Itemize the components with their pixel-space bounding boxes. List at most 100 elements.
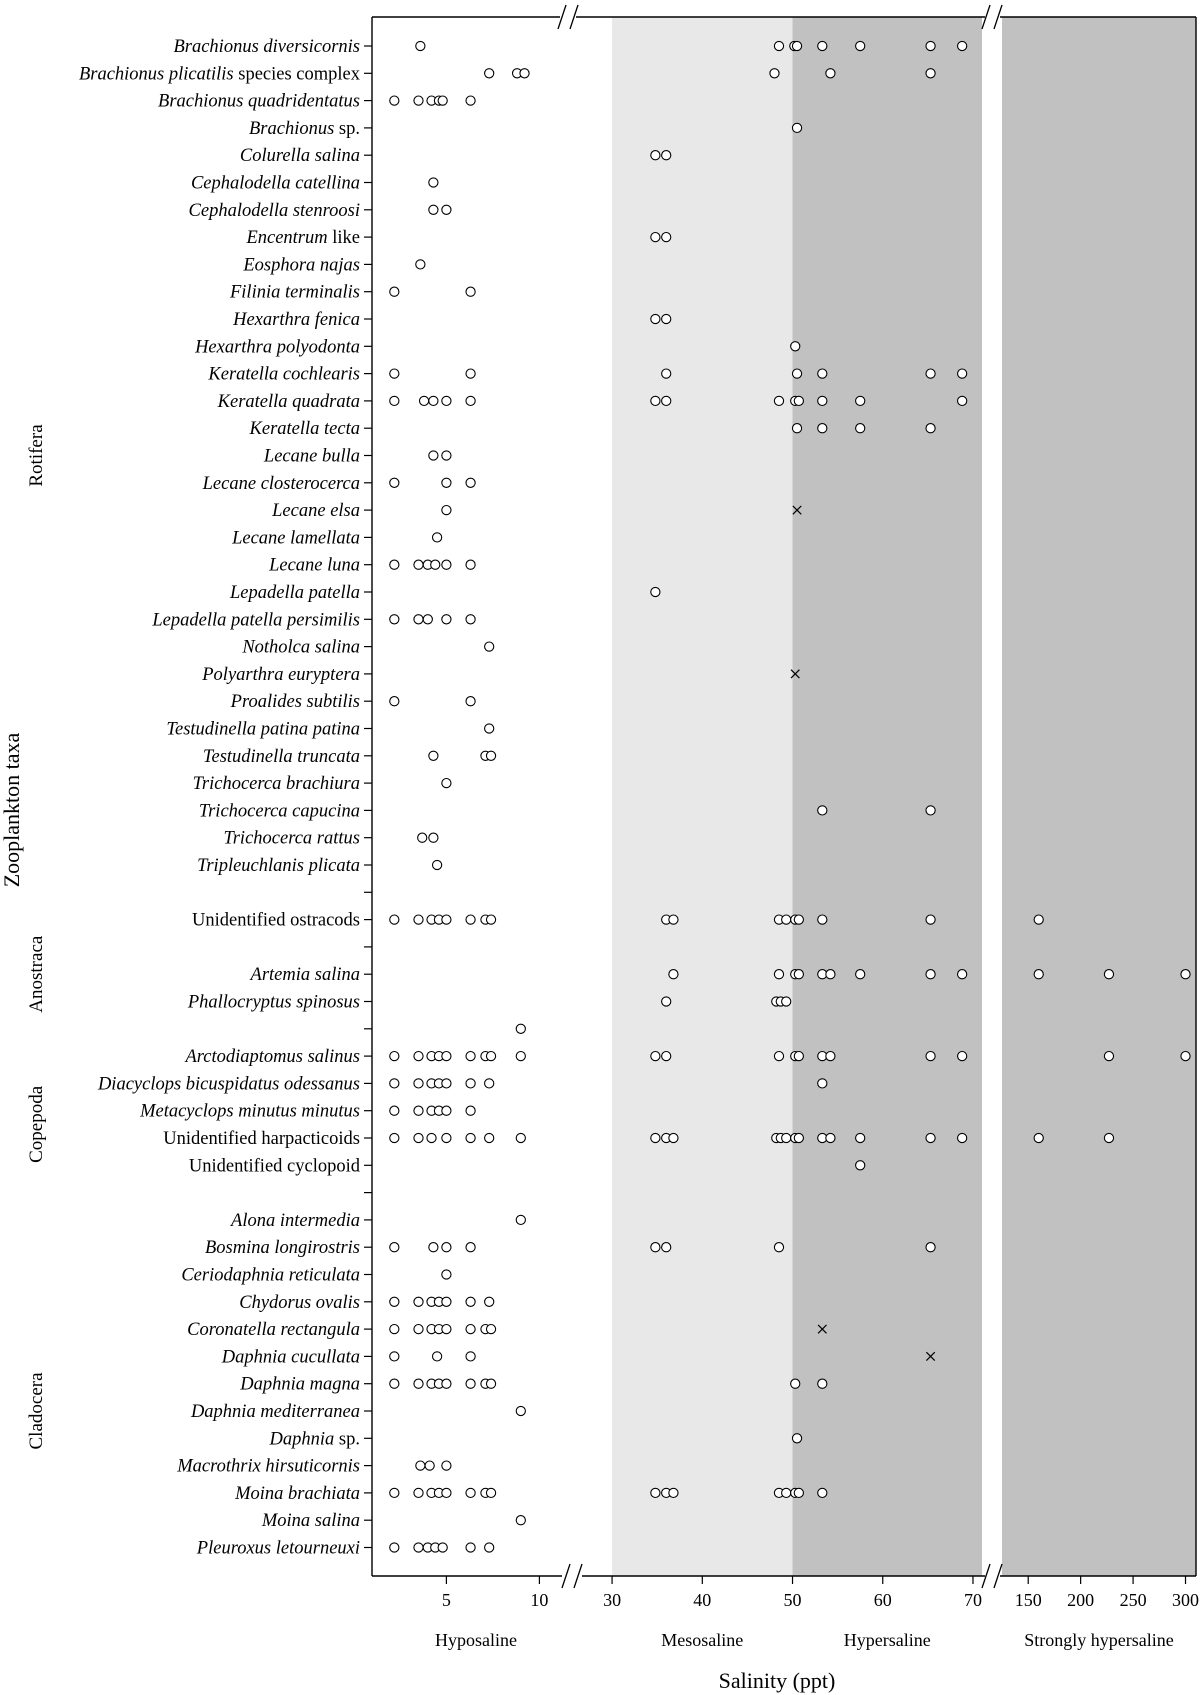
occurrence-circle (855, 40, 866, 52)
occurrence-circle (661, 1050, 672, 1062)
occurrence-circle (389, 1378, 400, 1389)
taxon-label-part: Unidentified harpacticoids (163, 1129, 360, 1149)
taxon-label-part: Trichocerca rattus (223, 829, 360, 849)
occurrence-circle (465, 1487, 476, 1499)
axis-break-mark (573, 1563, 583, 1589)
occurrence-circle (1103, 969, 1115, 980)
occurrence-circle (793, 1487, 804, 1499)
taxon-label: Lecane lamellata (231, 528, 360, 548)
axis-break-mark (981, 4, 991, 30)
occurrence-circle (791, 368, 803, 379)
taxon-label-part: Bosmina longirostris (205, 1238, 360, 1258)
occurrence-circle (389, 614, 400, 625)
occurrence-circle (465, 395, 476, 407)
taxon-label-part: Testudinella truncata (203, 747, 360, 767)
taxon-label-part: Hexarthra polyodonta (194, 337, 360, 357)
occurrence-circle (413, 559, 424, 570)
taxon-label-part: Tripleuchlanis plicata (197, 856, 360, 876)
occurrence-circle (465, 1323, 476, 1335)
occurrence-circle (428, 177, 439, 188)
taxon-label-part: Alona intermedia (229, 1211, 360, 1231)
taxon-label: Keratella cochlearis (207, 365, 360, 385)
occurrence-circle (668, 1132, 679, 1144)
taxon-label-part: like (328, 228, 360, 248)
occurrence-circle (781, 1487, 792, 1499)
occurrence-circle (413, 1078, 424, 1089)
occurrence-circle (781, 914, 792, 925)
taxon-label: Keratella tecta (249, 419, 360, 439)
occurrence-circle (817, 1078, 828, 1089)
axis-break-mark (569, 4, 579, 30)
occurrence-circle (650, 313, 661, 325)
x-tick-label: 60 (874, 1590, 892, 1610)
occurrence-circle (817, 805, 828, 816)
occurrence-circle (441, 1050, 452, 1062)
occurrence-circle (1180, 1050, 1191, 1062)
occurrence-circle (668, 969, 679, 980)
taxon-label: Unidentified harpacticoids (163, 1129, 360, 1149)
occurrence-circle (650, 150, 661, 161)
occurrence-circle (431, 532, 443, 543)
occurrence-circle (925, 1050, 936, 1062)
occurrence-circle (650, 1242, 661, 1253)
taxon-label: Phallocryptus spinosus (187, 993, 360, 1013)
occurrence-circle (925, 805, 936, 816)
occurrence-circle (485, 1323, 497, 1335)
taxon-label: Hexarthra polyodonta (194, 337, 360, 357)
occurrence-circle (515, 1405, 526, 1417)
taxon-label-part: sp. (334, 119, 360, 139)
taxon-label-part: Eosphora najas (242, 255, 360, 275)
occurrence-circle (791, 40, 803, 52)
occurrence-circle (389, 1132, 400, 1144)
taxon-label: Lecane luna (268, 556, 360, 576)
occurrence-circle (957, 40, 968, 52)
data-points (389, 40, 1191, 1553)
taxon-label: Trichocerca brachiura (193, 774, 360, 794)
occurrence-circle (413, 1296, 424, 1307)
occurrence-circle (437, 1542, 448, 1553)
taxon-label-part: sp. (334, 1429, 360, 1449)
occurrence-circle (790, 1378, 801, 1389)
occurrence-circle (817, 423, 828, 434)
occurrence-circle (650, 1132, 661, 1144)
taxon-label-part: Keratella tecta (249, 419, 360, 439)
taxon-label: Moina brachiata (234, 1484, 360, 1504)
occurrence-circle (441, 1487, 452, 1499)
occurrence-circle (791, 423, 803, 434)
taxon-label-part: Testudinella patina patina (166, 720, 360, 740)
taxon-label-part: Moina salina (261, 1511, 360, 1531)
taxon-label: Metacyclops minutus minutus (139, 1102, 360, 1122)
x-tick-label: 70 (964, 1590, 982, 1610)
occurrence-circle (650, 1050, 661, 1062)
zone-band (792, 17, 982, 1576)
occurrence-circle (519, 68, 530, 79)
occurrence-circle (790, 341, 801, 352)
zone-label: Mesosaline (661, 1630, 743, 1650)
occurrence-circle (957, 1132, 968, 1144)
occurrence-cross (790, 669, 800, 679)
taxon-label-part: Proalides subtilis (230, 692, 360, 712)
occurrence-circle (441, 614, 452, 625)
zone-band (1002, 17, 1196, 1576)
occurrence-circle (484, 68, 495, 79)
occurrence-circle (465, 1132, 476, 1144)
occurrence-circle (485, 1487, 497, 1499)
taxon-label-part: Cephalodella catellina (191, 174, 360, 194)
zone-label: Hyposaline (435, 1630, 517, 1650)
occurrence-circle (465, 95, 476, 106)
occurrence-circle (793, 1132, 804, 1144)
occurrence-circle (465, 1378, 476, 1389)
occurrence-circle (415, 40, 426, 52)
occurrence-circle (389, 1105, 400, 1116)
occurrence-circle (925, 914, 936, 925)
occurrence-circle (817, 368, 828, 379)
occurrence-circle (781, 996, 792, 1007)
taxon-label-part: Keratella cochlearis (207, 365, 360, 385)
occurrence-circle (791, 1433, 803, 1444)
occurrence-circle (389, 1078, 400, 1089)
occurrence-circle (441, 1105, 452, 1116)
taxon-label: Lecane elsa (271, 501, 360, 521)
occurrence-circle (431, 859, 443, 871)
occurrence-circle (428, 204, 439, 215)
occurrence-circle (957, 395, 968, 407)
